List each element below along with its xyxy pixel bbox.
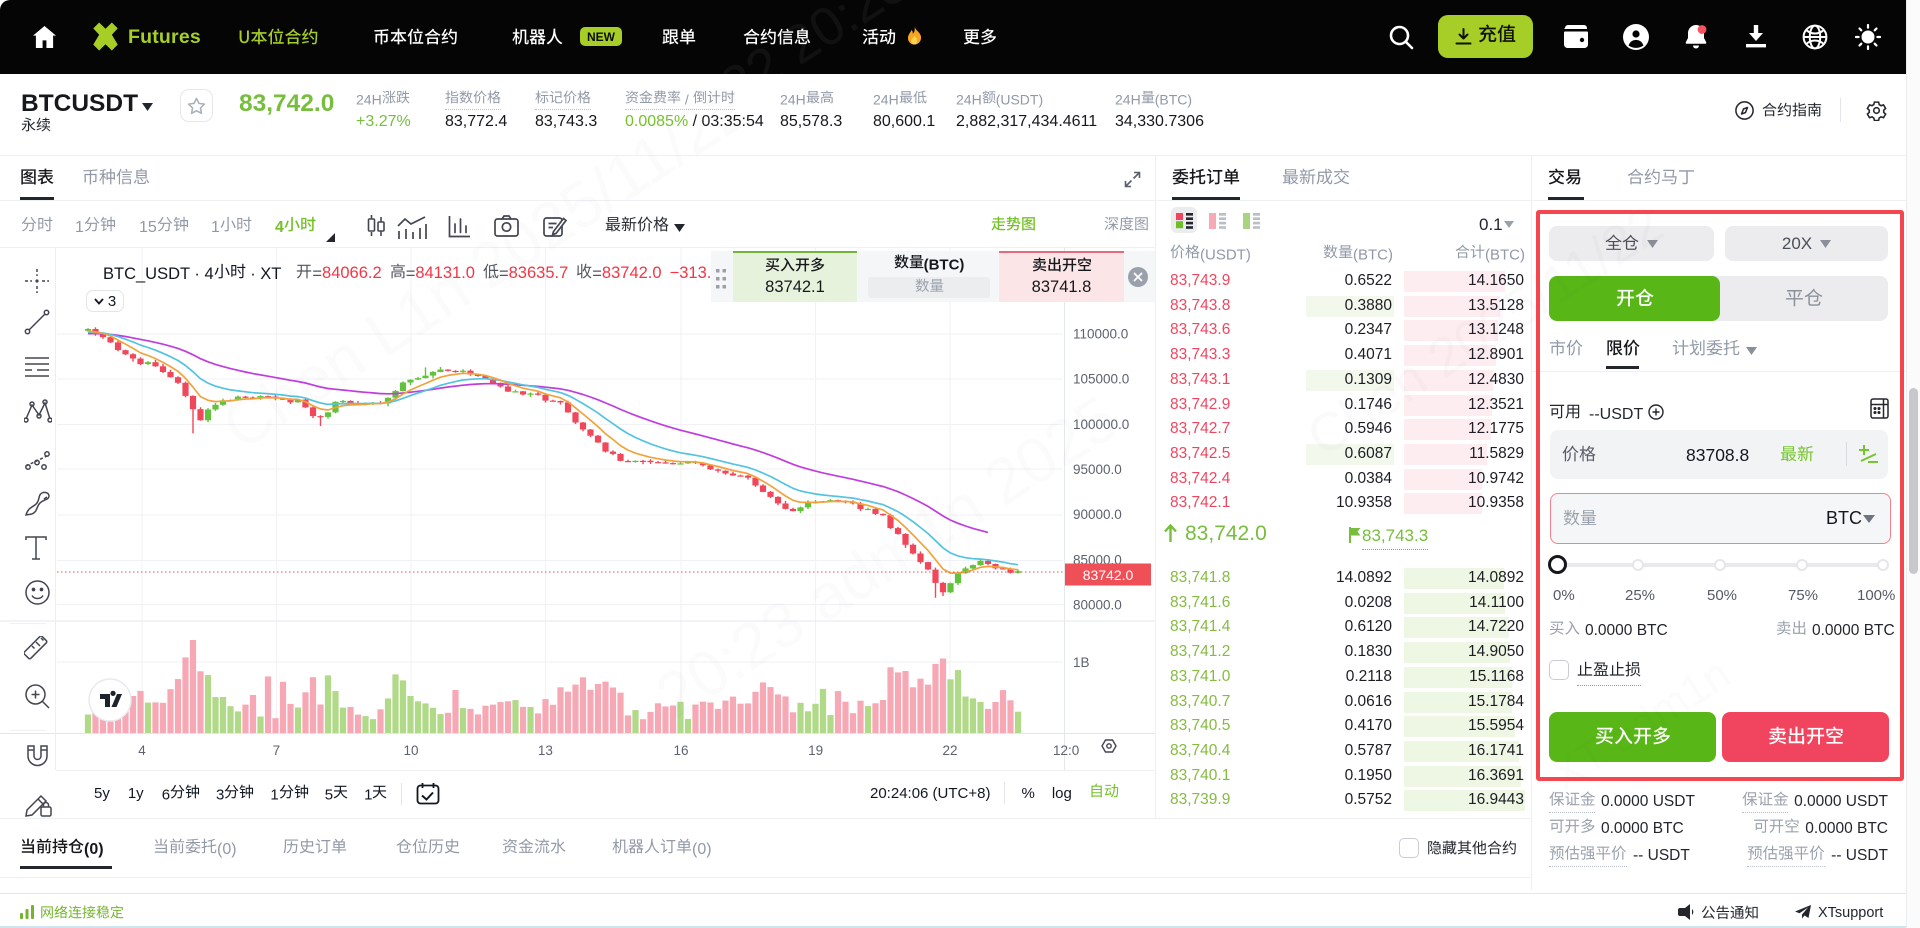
svg-text:16: 16 xyxy=(673,743,688,758)
svg-text:110000.0: 110000.0 xyxy=(1073,327,1128,342)
svg-text:13: 13 xyxy=(538,743,553,758)
svg-text:4: 4 xyxy=(138,743,146,758)
svg-text:1B: 1B xyxy=(1073,655,1090,670)
svg-text:22: 22 xyxy=(942,743,957,758)
svg-text:80000.0: 80000.0 xyxy=(1073,598,1122,613)
svg-text:95000.0: 95000.0 xyxy=(1073,462,1122,477)
svg-text:12:0: 12:0 xyxy=(1053,743,1079,758)
svg-text:90000.0: 90000.0 xyxy=(1073,507,1122,522)
svg-text:100000.0: 100000.0 xyxy=(1073,417,1129,432)
svg-text:83742.0: 83742.0 xyxy=(1083,567,1134,583)
svg-text:105000.0: 105000.0 xyxy=(1073,372,1129,387)
svg-text:19: 19 xyxy=(808,743,823,758)
svg-text:7: 7 xyxy=(273,743,281,758)
svg-text:10: 10 xyxy=(403,743,418,758)
